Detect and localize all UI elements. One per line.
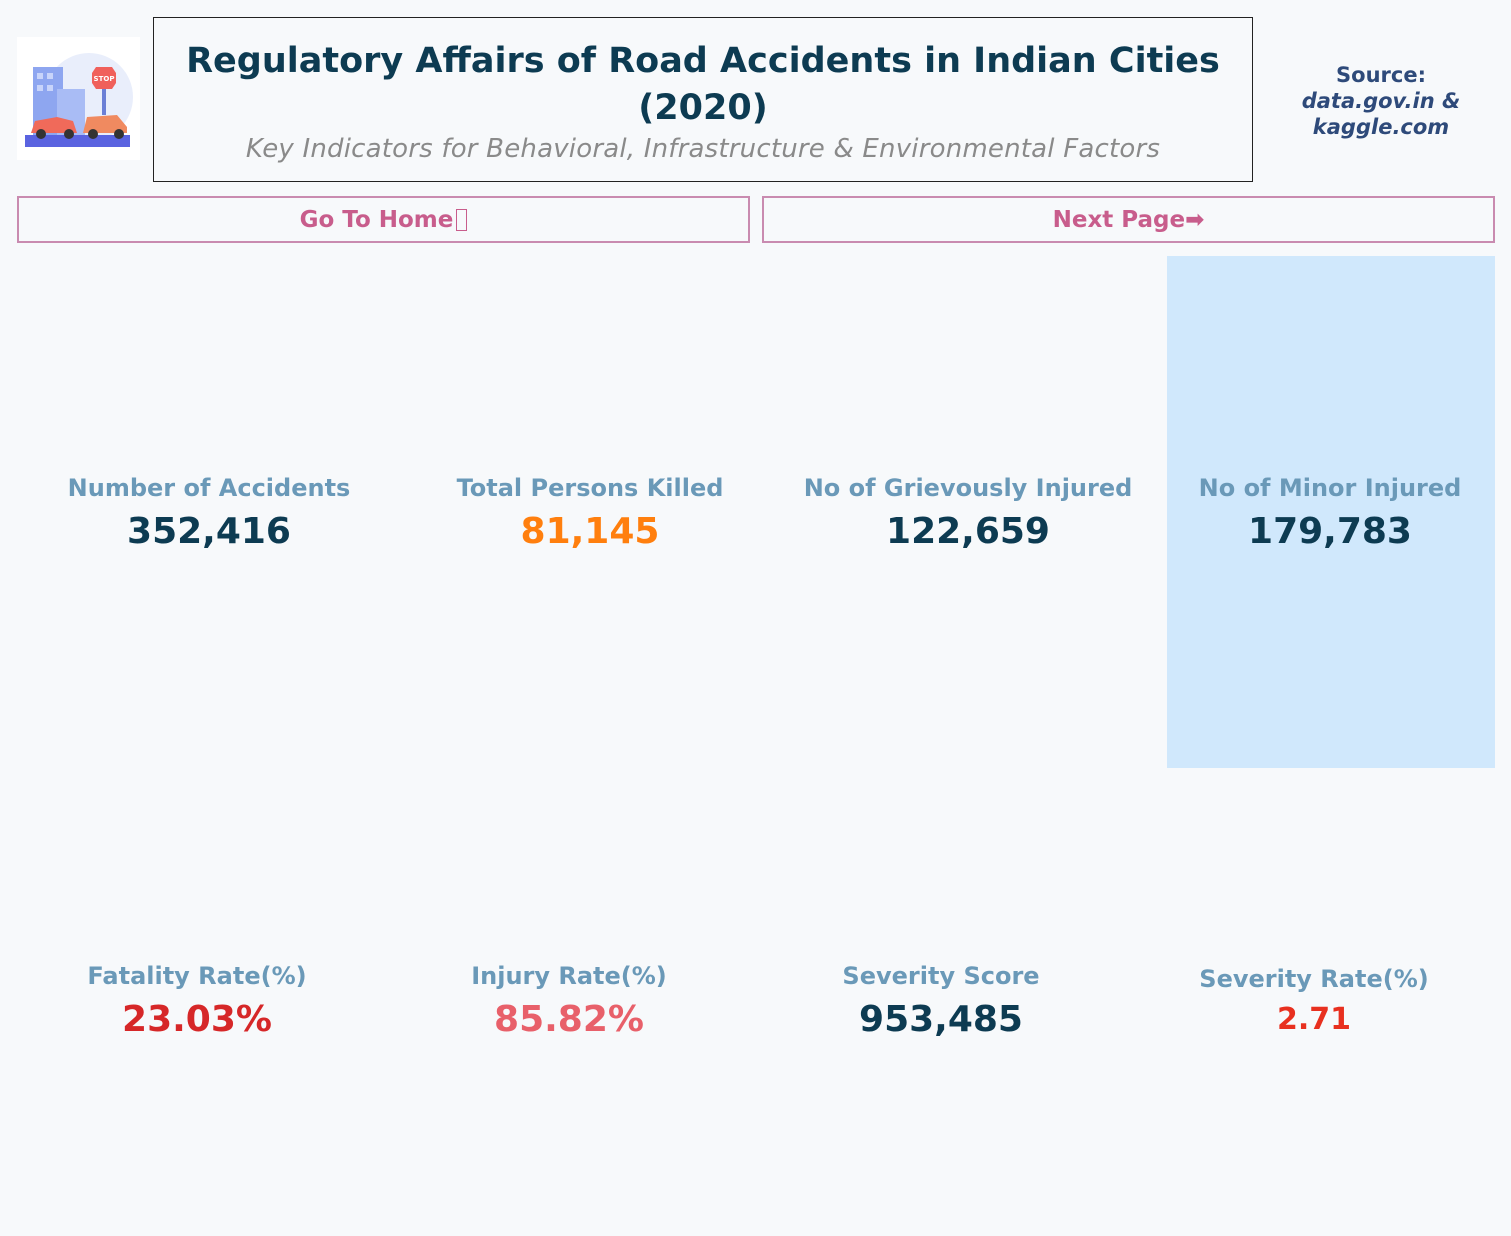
kpi-label: Severity Score [842, 962, 1040, 990]
kpi-severity-rate[interactable]: Severity Rate(%) 2.71 [1124, 963, 1504, 1043]
source-note: Source: data.gov.in & kaggle.com [1270, 62, 1492, 140]
kpi-severity-score[interactable]: Severity Score 953,485 [751, 960, 1131, 1046]
page-subtitle: Key Indicators for Behavioral, Infrastru… [245, 134, 1161, 164]
kpi-label: Fatality Rate(%) [87, 962, 307, 990]
go-to-home-label: Go To Home [299, 206, 454, 233]
kpi-value: 81,145 [520, 511, 660, 552]
kpi-value: 23.03% [122, 999, 272, 1040]
kpi-value: 85.82% [494, 999, 644, 1040]
kpi-label: No of Minor Injured [1198, 474, 1462, 502]
kpi-value: 122,659 [886, 511, 1050, 552]
kpi-value: 179,783 [1248, 511, 1412, 552]
kpi-label: Number of Accidents [67, 474, 351, 502]
kpi-number-of-accidents[interactable]: Number of Accidents 352,416 [19, 472, 399, 558]
kpi-label: Severity Rate(%) [1199, 965, 1429, 993]
kpi-total-persons-killed[interactable]: Total Persons Killed 81,145 [400, 472, 780, 558]
page-title: Regulatory Affairs of Road Accidents in … [186, 41, 1220, 128]
title-box: Regulatory Affairs of Road Accidents in … [153, 17, 1253, 182]
home-icon [456, 208, 468, 231]
selected-kpi-highlight [1167, 256, 1495, 768]
svg-text:STOP: STOP [94, 75, 115, 83]
logo-road-accident-icon: STOP [17, 37, 140, 160]
kpi-value: 953,485 [859, 999, 1023, 1040]
kpi-injury-rate[interactable]: Injury Rate(%) 85.82% [379, 960, 759, 1046]
source-value: data.gov.in & kaggle.com [1301, 89, 1461, 139]
next-page-label: Next Page➡ [1052, 206, 1205, 233]
go-to-home-button[interactable]: Go To Home [17, 196, 750, 243]
next-page-button[interactable]: Next Page➡ [762, 196, 1495, 243]
source-label: Source: [1336, 63, 1426, 87]
kpi-label: No of Grievously Injured [803, 474, 1133, 502]
kpi-fatality-rate[interactable]: Fatality Rate(%) 23.03% [7, 960, 387, 1046]
kpi-label: Injury Rate(%) [471, 962, 667, 990]
kpi-label: Total Persons Killed [456, 474, 724, 502]
kpi-grievously-injured[interactable]: No of Grievously Injured 122,659 [778, 472, 1158, 558]
kpi-minor-injured[interactable]: No of Minor Injured 179,783 [1140, 472, 1511, 558]
kpi-value: 2.71 [1276, 1002, 1352, 1037]
kpi-value: 352,416 [127, 511, 291, 552]
